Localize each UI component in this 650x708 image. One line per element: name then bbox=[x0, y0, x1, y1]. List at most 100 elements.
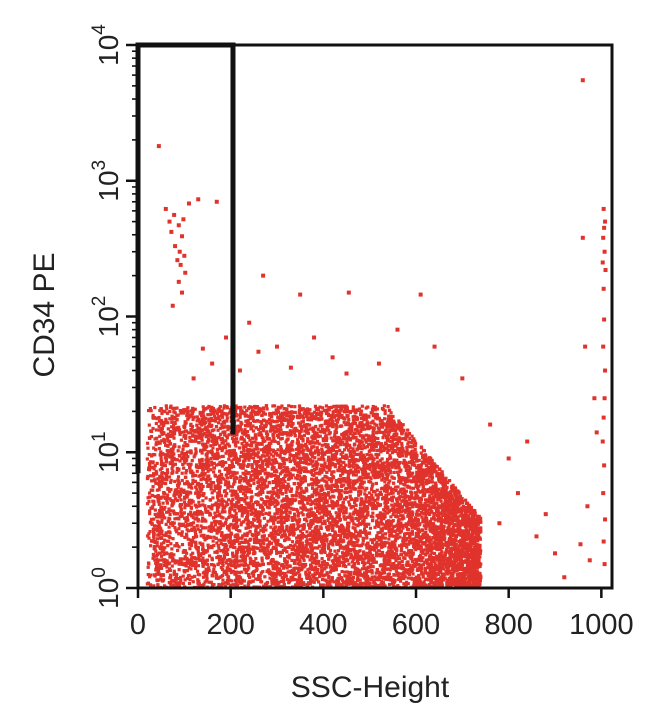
data-point bbox=[276, 448, 280, 452]
data-point bbox=[235, 521, 239, 525]
data-point bbox=[242, 460, 246, 464]
data-point bbox=[180, 533, 184, 537]
data-point bbox=[361, 472, 366, 477]
data-point bbox=[219, 538, 223, 542]
data-point bbox=[305, 538, 309, 542]
data-point bbox=[293, 461, 297, 466]
data-point bbox=[209, 444, 213, 448]
data-point bbox=[378, 511, 382, 515]
data-point bbox=[407, 440, 411, 444]
data-point bbox=[147, 532, 151, 536]
data-point bbox=[176, 413, 180, 417]
data-point bbox=[315, 446, 319, 450]
data-point bbox=[211, 539, 215, 543]
data-point bbox=[402, 573, 406, 577]
data-point bbox=[320, 571, 324, 575]
data-point bbox=[429, 480, 433, 484]
data-point bbox=[164, 420, 168, 425]
data-point bbox=[234, 584, 238, 588]
data-point bbox=[147, 536, 151, 540]
data-point bbox=[398, 428, 402, 432]
data-point bbox=[169, 509, 173, 513]
data-point bbox=[365, 457, 369, 462]
data-point bbox=[292, 523, 296, 527]
data-point bbox=[166, 544, 170, 548]
data-point bbox=[383, 446, 388, 450]
data-point bbox=[380, 571, 384, 576]
data-point bbox=[332, 539, 337, 543]
data-point bbox=[284, 515, 289, 519]
data-point bbox=[253, 508, 257, 512]
data-point bbox=[241, 466, 245, 470]
data-point bbox=[239, 463, 243, 467]
data-point bbox=[340, 551, 345, 555]
data-point bbox=[405, 507, 409, 511]
data-point bbox=[246, 414, 251, 418]
data-point bbox=[251, 415, 255, 419]
data-point bbox=[153, 494, 157, 499]
data-point bbox=[428, 529, 433, 533]
data-point bbox=[183, 555, 187, 559]
data-point bbox=[269, 441, 273, 445]
data-point bbox=[181, 581, 185, 586]
data-point bbox=[428, 527, 433, 531]
data-point bbox=[342, 479, 346, 483]
data-point bbox=[440, 470, 444, 474]
data-point bbox=[240, 511, 245, 515]
data-point bbox=[466, 515, 471, 519]
data-point bbox=[234, 503, 238, 507]
data-point bbox=[322, 465, 326, 470]
data-point bbox=[392, 458, 396, 462]
data-point bbox=[360, 482, 365, 486]
data-point bbox=[459, 576, 463, 580]
data-point bbox=[300, 414, 305, 418]
data-point bbox=[310, 455, 315, 459]
data-point bbox=[274, 548, 279, 553]
data-point bbox=[370, 407, 375, 411]
data-point bbox=[383, 442, 388, 446]
data-point bbox=[241, 492, 246, 496]
data-point bbox=[286, 482, 290, 486]
data-point bbox=[212, 442, 216, 447]
data-point bbox=[410, 434, 414, 438]
data-point bbox=[177, 584, 181, 588]
data-point bbox=[229, 545, 233, 549]
data-point bbox=[191, 551, 195, 555]
data-point bbox=[290, 578, 295, 582]
data-point bbox=[227, 524, 232, 528]
data-point bbox=[336, 533, 340, 537]
data-point bbox=[475, 581, 479, 585]
data-point bbox=[172, 573, 176, 577]
data-point bbox=[201, 556, 205, 560]
data-point bbox=[374, 444, 378, 449]
data-point bbox=[333, 554, 337, 558]
data-point bbox=[224, 439, 228, 443]
data-point bbox=[262, 548, 267, 552]
data-point bbox=[314, 562, 319, 566]
data-point bbox=[170, 555, 174, 560]
data-point bbox=[246, 582, 251, 586]
data-point bbox=[330, 453, 334, 457]
data-point bbox=[232, 454, 236, 458]
data-point bbox=[365, 513, 369, 517]
data-point bbox=[447, 576, 451, 581]
data-point bbox=[372, 445, 376, 449]
data-point bbox=[312, 451, 317, 455]
data-point bbox=[292, 498, 297, 502]
data-point bbox=[180, 530, 184, 534]
data-point bbox=[187, 573, 191, 578]
data-point bbox=[296, 562, 300, 566]
data-point bbox=[151, 499, 155, 503]
data-point bbox=[368, 550, 372, 554]
data-point bbox=[183, 535, 187, 540]
data-point bbox=[171, 537, 175, 541]
data-point bbox=[240, 578, 244, 583]
data-point bbox=[423, 571, 427, 575]
data-point bbox=[415, 503, 419, 507]
data-point bbox=[239, 547, 244, 552]
data-point bbox=[272, 572, 277, 576]
data-point bbox=[314, 552, 319, 557]
data-point bbox=[236, 498, 240, 502]
data-point bbox=[193, 564, 197, 568]
data-point bbox=[438, 476, 443, 481]
